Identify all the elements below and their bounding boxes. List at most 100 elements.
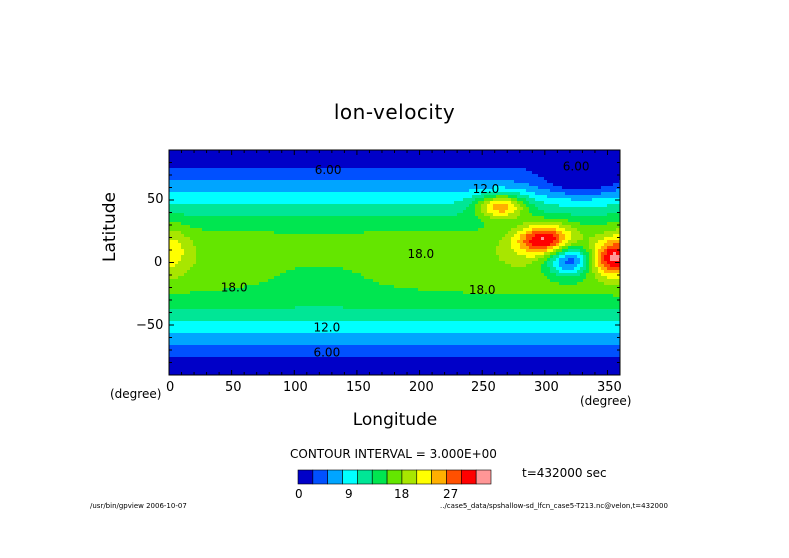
contour-cell — [226, 297, 230, 301]
contour-cell — [328, 231, 332, 235]
contour-cell — [361, 186, 365, 190]
contour-cell — [313, 351, 317, 355]
contour-cell — [283, 228, 287, 232]
contour-cell — [286, 309, 290, 313]
contour-cell — [208, 180, 212, 184]
contour-cell — [325, 153, 329, 157]
contour-cell — [262, 189, 266, 193]
contour-cell — [214, 264, 218, 268]
contour-cell — [343, 225, 347, 229]
contour-cell — [244, 363, 248, 367]
contour-cell — [232, 336, 236, 340]
contour-cell — [346, 153, 350, 157]
contour-cell — [286, 213, 290, 217]
contour-cell — [187, 219, 191, 223]
contour-cell — [250, 189, 254, 193]
contour-cell — [250, 291, 254, 295]
contour-cell — [283, 318, 287, 322]
contour-cell — [304, 342, 308, 346]
contour-cell — [259, 270, 263, 274]
contour-cell — [199, 264, 203, 268]
contour-cell — [259, 207, 263, 211]
contour-cell — [202, 249, 206, 253]
contour-cell — [193, 357, 197, 361]
contour-cell — [316, 189, 320, 193]
contour-cell — [352, 162, 356, 166]
contour-cell — [301, 174, 305, 178]
contour-cell — [334, 363, 338, 367]
contour-cell — [253, 192, 257, 196]
contour-cell — [226, 162, 230, 166]
contour-cell — [352, 285, 356, 289]
contour-cell — [199, 183, 203, 187]
contour-cell — [256, 339, 260, 343]
contour-cell — [316, 186, 320, 190]
contour-cell — [325, 240, 329, 244]
contour-cell — [343, 234, 347, 238]
contour-cell — [283, 363, 287, 367]
contour-cell — [271, 351, 275, 355]
contour-cell — [196, 288, 200, 292]
contour-cell — [238, 162, 242, 166]
contour-cell — [268, 201, 272, 205]
contour-cell — [277, 264, 281, 268]
contour-cell — [361, 252, 365, 256]
contour-cell — [346, 171, 350, 175]
contour-cell — [319, 225, 323, 229]
contour-cell — [199, 360, 203, 364]
contour-cell — [340, 192, 344, 196]
contour-cell — [217, 252, 221, 256]
contour-cell — [220, 246, 224, 250]
contour-cell — [265, 363, 269, 367]
contour-cell — [355, 228, 359, 232]
contour-cell — [190, 315, 194, 319]
contour-cell — [319, 276, 323, 280]
contour-cell — [169, 309, 173, 313]
contour-cell — [289, 216, 293, 220]
contour-cell — [340, 195, 344, 199]
contour-cell — [277, 321, 281, 325]
contour-cell — [235, 159, 239, 163]
contour-cell — [208, 330, 212, 334]
contour-cell — [205, 363, 209, 367]
contour-cell — [361, 201, 365, 205]
contour-cell — [355, 264, 359, 268]
contour-cell — [301, 177, 305, 181]
contour-cell — [241, 153, 245, 157]
contour-cell — [268, 330, 272, 334]
contour-cell — [322, 168, 326, 172]
contour-cell — [340, 222, 344, 226]
contour-cell — [301, 240, 305, 244]
contour-cell — [328, 336, 332, 340]
contour-cell — [337, 237, 341, 241]
contour-cell — [295, 279, 299, 283]
contour-cell — [313, 171, 317, 175]
contour-cell — [328, 366, 332, 370]
contour-cell — [304, 222, 308, 226]
contour-cell — [337, 159, 341, 163]
contour-cell — [277, 333, 281, 337]
contour-cell — [220, 165, 224, 169]
contour-cell — [232, 288, 236, 292]
contour-cell — [292, 201, 296, 205]
contour-cell — [172, 174, 176, 178]
contour-cell — [271, 366, 275, 370]
contour-cell — [343, 183, 347, 187]
contour-cell — [238, 204, 242, 208]
contour-cell — [205, 339, 209, 343]
contour-cell — [223, 351, 227, 355]
contour-cell — [202, 279, 206, 283]
contour-cell — [313, 333, 317, 337]
contour-cell — [265, 156, 269, 160]
contour-cell — [181, 351, 185, 355]
contour-cell — [313, 288, 317, 292]
contour-cell — [211, 279, 215, 283]
contour-cell — [349, 153, 353, 157]
contour-cell — [289, 258, 293, 262]
contour-cell — [190, 339, 194, 343]
contour-cell — [358, 354, 362, 358]
contour-cell — [232, 306, 236, 310]
contour-cell — [268, 279, 272, 283]
contour-cell — [325, 180, 329, 184]
contour-cell — [247, 273, 251, 277]
